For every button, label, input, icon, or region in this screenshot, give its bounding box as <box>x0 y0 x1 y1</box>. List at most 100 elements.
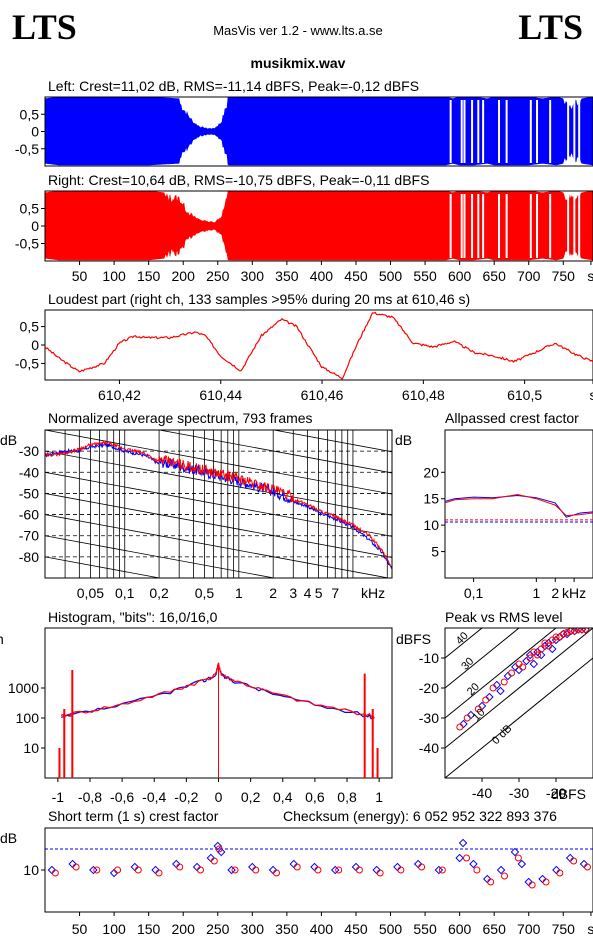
crest-series-red <box>444 493 593 517</box>
short-term-point-blue <box>109 868 119 878</box>
short-term-point-blue <box>565 853 575 863</box>
peak-rms-point-red <box>463 714 471 722</box>
short-term-point-blue <box>310 862 319 872</box>
spectrum-slope-line <box>45 493 392 558</box>
short-term-point-red <box>528 881 536 889</box>
peak-rms-diagonal <box>445 628 520 689</box>
waveform-xtick-label: s <box>587 268 593 284</box>
peak-rms-point-blue <box>536 650 546 660</box>
left-waveform-plot: 0,5 0-0,5 <box>15 96 593 167</box>
peak-rms-point-blue <box>525 650 535 660</box>
short-term-xtick-label: 200 <box>172 921 196 937</box>
short-term-ytick-label: 10 <box>23 862 39 878</box>
waveform-xtick-label: 200 <box>172 268 196 284</box>
histogram-xtick-label: 1 <box>375 789 383 805</box>
peak-rms-point-red <box>489 684 497 692</box>
crest-ytick-label: 10 <box>423 517 439 533</box>
waveform-dropout <box>477 100 480 163</box>
waveform-dropout <box>449 100 452 163</box>
short-term-point-blue <box>206 853 216 863</box>
short-term-point-blue <box>330 865 340 875</box>
spectrum-xtick-label: 7 <box>331 585 339 601</box>
histogram-xtick-label: -0,8 <box>78 789 102 805</box>
waveform-dropout <box>578 194 581 258</box>
spectrum-slope-line <box>45 324 392 388</box>
peak-rms-ytick-label: -20 <box>419 680 439 696</box>
peak-rms-diagonal <box>445 628 593 749</box>
spectrum-xtick-label: 3 <box>289 585 297 601</box>
short-term-xtick-label: 300 <box>241 921 265 937</box>
short-term-point-blue <box>216 847 226 857</box>
peak-vs-rms-title: Peak vs RMS level <box>445 609 562 625</box>
waveform-xtick-label: 100 <box>102 268 126 284</box>
spectrum-ylabel: dB <box>0 432 17 448</box>
histogram-plot: 1000 100 10 -1 -0,8 -0,6 -0,4 -0,2 0 0,2 0,4 0,6 0,8… <box>8 627 393 805</box>
spectrum-ytick-label: -30 <box>19 443 39 459</box>
spectrum-xtick-label: 0,05 <box>77 585 104 601</box>
peak-rms-frame <box>444 627 593 779</box>
peak-rms-diagonal-label: 20 <box>465 681 482 698</box>
spectrum-ytick-label: -60 <box>19 507 39 523</box>
peak-rms-point-red <box>456 723 464 731</box>
crest-factor-title: Allpassed crest factor <box>445 410 579 426</box>
short-term-point-blue <box>268 865 278 875</box>
waveform-xtick-label: 150 <box>137 268 161 284</box>
waveform-ytick-label: 0 <box>31 218 39 234</box>
histogram-xtick-label: -1 <box>52 789 65 805</box>
waveform-dropout <box>498 100 501 163</box>
crest-frame <box>444 429 593 579</box>
histogram-ytick-label: 100 <box>16 710 40 726</box>
short-term-point-blue <box>192 862 202 872</box>
waveform-dropout <box>449 194 452 258</box>
waveform-xtick-label: 700 <box>517 268 541 284</box>
spectrum-slope-line <box>45 303 392 367</box>
peak-rms-point-red <box>500 678 508 686</box>
short-term-point-blue <box>458 838 468 848</box>
short-term-point-red <box>376 869 384 877</box>
spectrum-slope-line <box>45 430 392 495</box>
loudest-part-plot: 0,5 0 -0,5 610,42 610,44 610,46 610,48 610,5 s <box>15 309 593 403</box>
histogram-series-blue <box>60 663 375 720</box>
waveform-dropout <box>567 194 570 258</box>
short-term-xtick-label: 50 <box>72 921 88 937</box>
peak-rms-ytick-label: -10 <box>419 650 439 666</box>
waveform-dropout <box>578 100 581 163</box>
loudest-series-right <box>44 311 593 381</box>
loudest-part-title: Loudest part (right ch, 133 samples >95%… <box>48 291 470 307</box>
short-term-xtick-label: 150 <box>137 921 161 937</box>
spectrum-slope-line <box>45 556 162 578</box>
peak-rms-point-red <box>574 628 582 633</box>
waveform-dropout <box>482 194 485 258</box>
short-term-xtick-label: 750 <box>552 921 576 937</box>
spectrum-slope-line <box>45 471 392 537</box>
spectrum-ytick-label: -40 <box>19 464 39 480</box>
histogram-xtick-label: 0,2 <box>241 789 261 805</box>
peak-rms-point-red <box>537 645 545 653</box>
short-term-point-blue <box>289 859 299 869</box>
peak-rms-diagonal-label: 10 <box>470 706 487 723</box>
short-term-point-blue <box>538 874 547 884</box>
short-term-point-red <box>418 863 426 871</box>
short-term-point-blue <box>151 865 160 875</box>
crest-xtick-label: kHz <box>562 585 586 601</box>
peak-rms-diagonal-label: 40 <box>454 630 471 647</box>
short-term-xtick-label: 600 <box>448 921 472 937</box>
peak-rms-xtick-label: -20 <box>546 785 566 801</box>
short-term-point-blue <box>47 865 57 875</box>
short-term-point-red <box>51 869 59 877</box>
short-term-point-blue <box>510 847 520 857</box>
histogram-ytick-label: 10 <box>23 740 39 756</box>
spectrum-slope-line <box>271 430 392 453</box>
waveform-dropout <box>567 100 570 163</box>
spectrum-xtick-label: 1 <box>235 585 243 601</box>
spectrum-xtick-label: 2 <box>269 585 277 601</box>
short-term-point-blue <box>351 862 361 872</box>
waveform-dropout <box>549 100 552 163</box>
peak-rms-point-red <box>526 654 534 662</box>
short-term-point-red <box>72 863 80 871</box>
short-term-xtick-label: 650 <box>483 921 507 937</box>
crest-ytick-label: 5 <box>431 544 439 560</box>
spectrum-plot: -30 -40 -50 -60 -70 -80 0,05 0,1 0,2 0,5 1 2 3 4 5 7 kHz <box>19 303 393 601</box>
waveform-dropout <box>505 100 508 163</box>
short-term-point-red <box>215 845 223 853</box>
